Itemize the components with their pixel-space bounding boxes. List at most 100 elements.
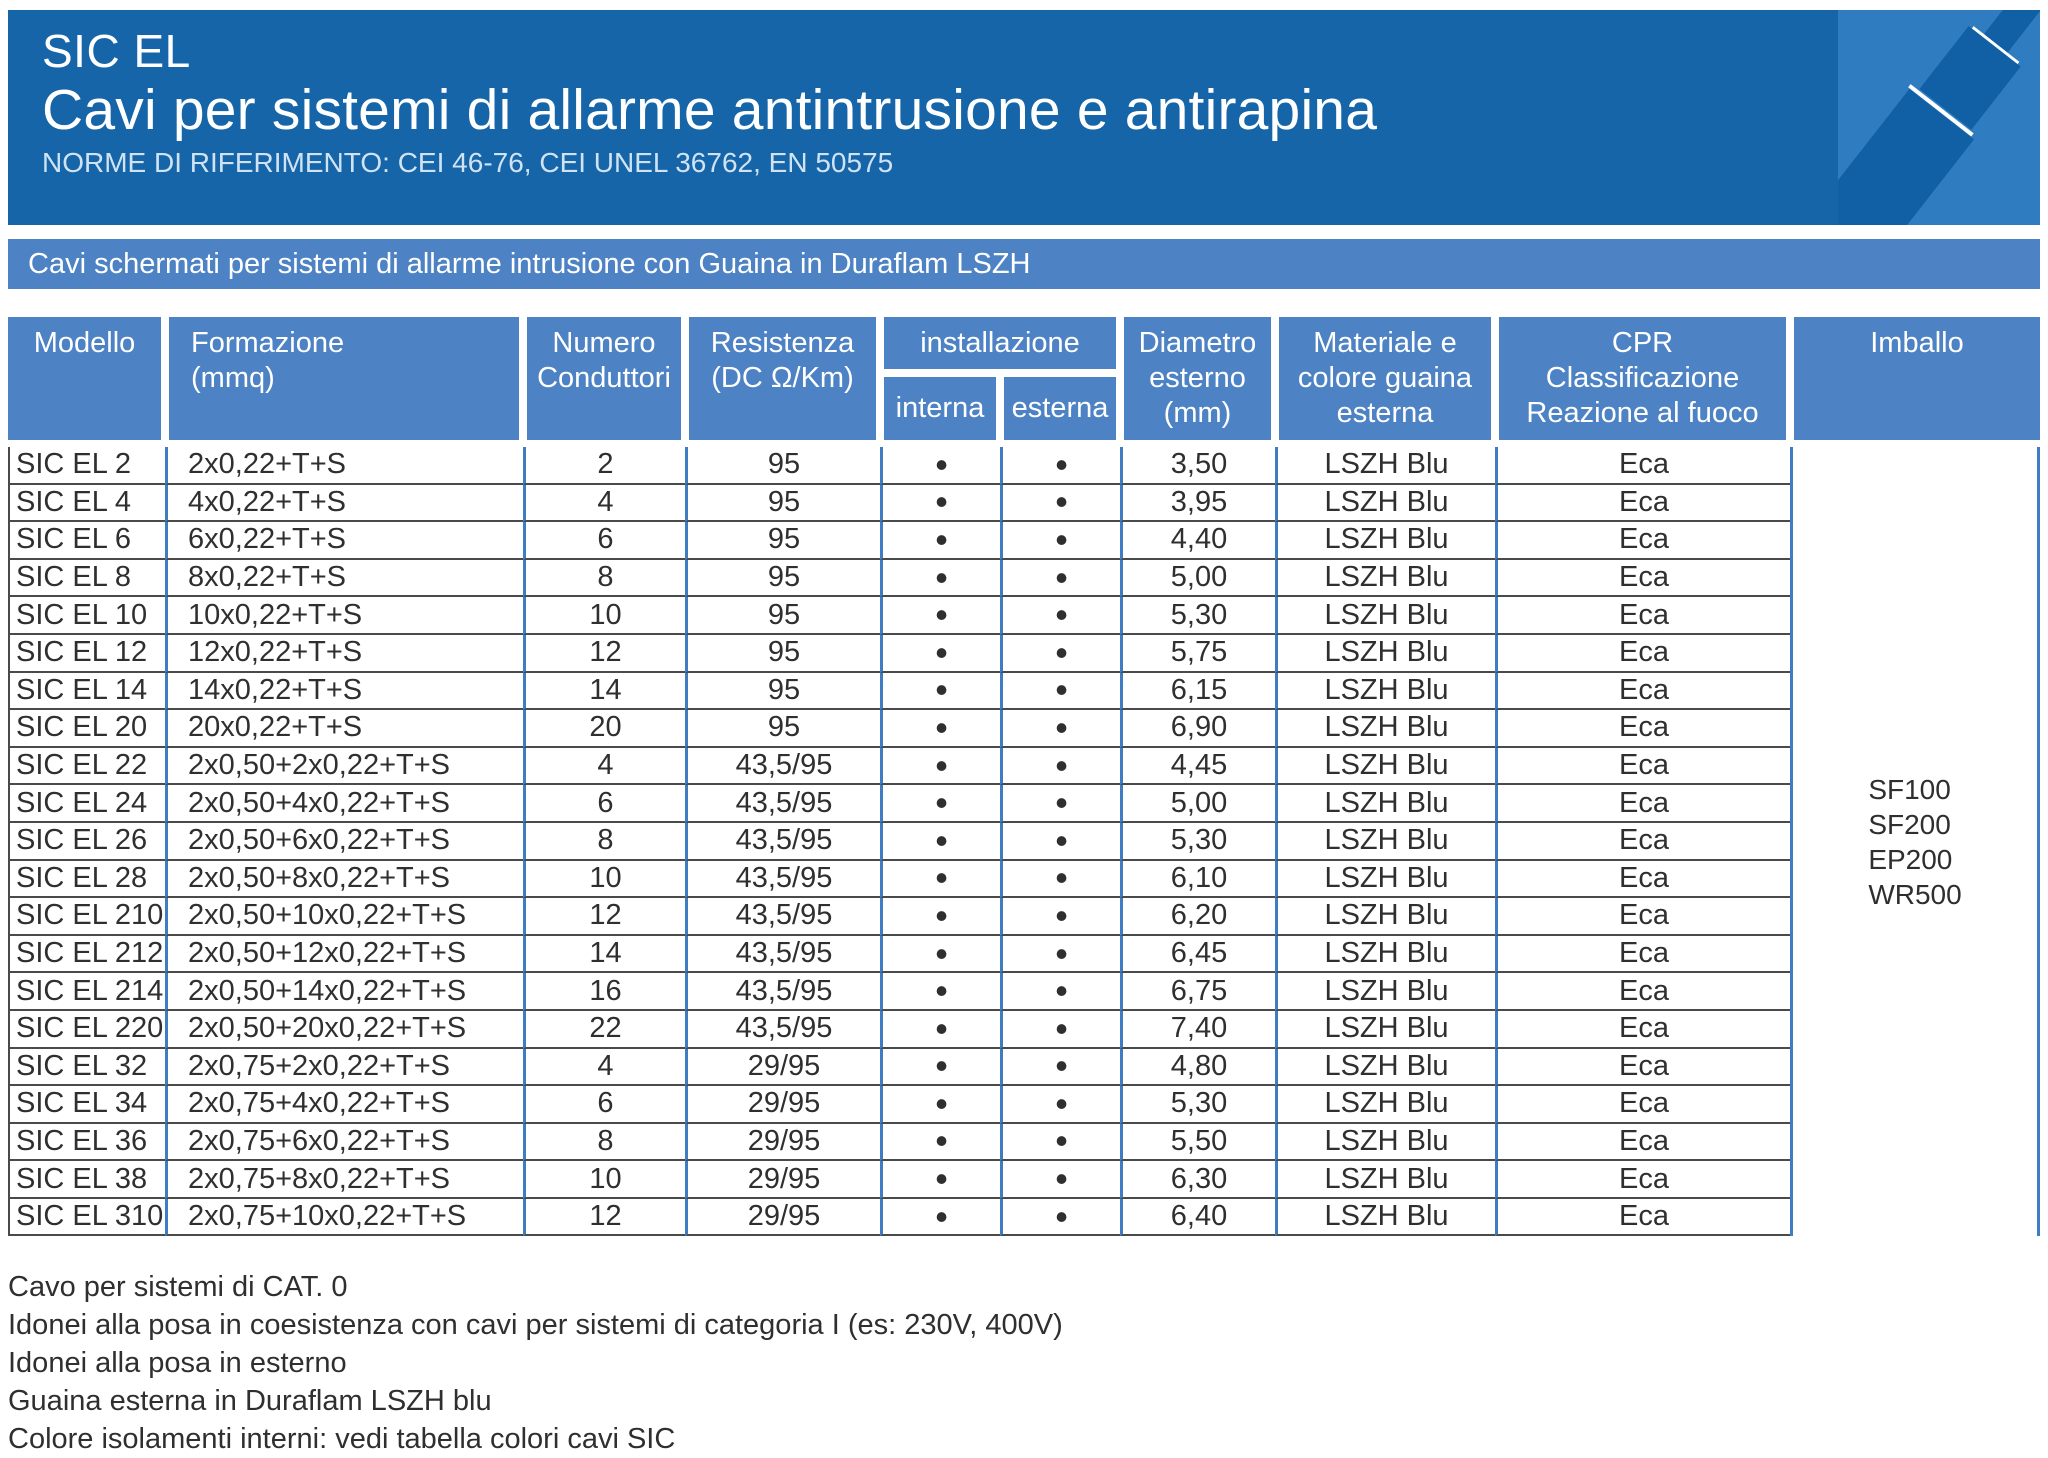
cell-resistenza: 95 <box>685 522 880 560</box>
cell-diametro: 5,30 <box>1120 597 1275 635</box>
section-title: Cavi schermati per sistemi di allarme in… <box>28 247 1031 280</box>
cell-cpr: Eca <box>1495 898 1790 936</box>
cell-conduttori: 2 <box>523 447 685 485</box>
cell-diametro: 5,75 <box>1120 634 1275 673</box>
cell-interna: • <box>880 710 1000 748</box>
cell-interna: • <box>880 785 1000 823</box>
cell-conduttori: 4 <box>523 484 685 523</box>
cell-guaina: LSZH Blu <box>1275 1048 1495 1087</box>
cell-conduttori: 14 <box>523 935 685 974</box>
cell-conduttori: 8 <box>523 822 685 861</box>
cell-conduttori: 12 <box>523 634 685 673</box>
cell-guaina: LSZH Blu <box>1275 898 1495 936</box>
cell-guaina: LSZH Blu <box>1275 522 1495 560</box>
cell-modello: SIC EL 210 <box>8 898 165 936</box>
cell-formazione: 10x0,22+T+S <box>165 597 523 635</box>
cell-resistenza: 43,5/95 <box>685 860 880 899</box>
cell-modello: SIC EL 12 <box>8 634 165 673</box>
cell-modello: SIC EL 6 <box>8 522 165 560</box>
cell-diametro: 6,30 <box>1120 1161 1275 1199</box>
cell-diametro: 6,90 <box>1120 710 1275 748</box>
cell-modello: SIC EL 220 <box>8 1010 165 1049</box>
cell-interna: • <box>880 822 1000 861</box>
cell-modello: SIC EL 22 <box>8 747 165 786</box>
cell-cpr: Eca <box>1495 1010 1790 1049</box>
cell-conduttori: 8 <box>523 559 685 598</box>
cell-modello: SIC EL 2 <box>8 447 165 485</box>
cell-conduttori: 22 <box>523 1010 685 1049</box>
cable-illustration-icon <box>1838 10 2040 225</box>
cell-conduttori: 10 <box>523 860 685 899</box>
cell-diametro: 4,40 <box>1120 522 1275 560</box>
cell-cpr: Eca <box>1495 597 1790 635</box>
cell-interna: • <box>880 597 1000 635</box>
cell-guaina: LSZH Blu <box>1275 973 1495 1011</box>
cell-modello: SIC EL 34 <box>8 1086 165 1124</box>
cell-modello: SIC EL 10 <box>8 597 165 635</box>
cell-diametro: 4,45 <box>1120 747 1275 786</box>
cell-interna: • <box>880 1086 1000 1124</box>
cell-cpr: Eca <box>1495 634 1790 673</box>
col-header-resistenza: Resistenza (DC Ω/Km) <box>689 317 876 440</box>
cell-modello: SIC EL 32 <box>8 1048 165 1087</box>
cell-formazione: 2x0,75+6x0,22+T+S <box>165 1123 523 1162</box>
cell-cpr: Eca <box>1495 559 1790 598</box>
cell-formazione: 2x0,22+T+S <box>165 447 523 485</box>
col-header-esterna: esterna <box>1004 377 1116 440</box>
cell-guaina: LSZH Blu <box>1275 860 1495 899</box>
col-header-formazione: Formazione (mmq) <box>169 317 519 440</box>
cell-formazione: 14x0,22+T+S <box>165 672 523 711</box>
cell-diametro: 4,80 <box>1120 1048 1275 1087</box>
col-header-installazione: installazione <box>884 317 1116 369</box>
cell-resistenza: 29/95 <box>685 1086 880 1124</box>
cell-resistenza: 95 <box>685 447 880 485</box>
imballo-cell: SF100 SF200 EP200 WR500 <box>1790 447 2040 1237</box>
cell-formazione: 2x0,50+2x0,22+T+S <box>165 747 523 786</box>
cell-interna: • <box>880 447 1000 485</box>
cell-guaina: LSZH Blu <box>1275 484 1495 523</box>
cell-conduttori: 12 <box>523 898 685 936</box>
cell-interna: • <box>880 1048 1000 1087</box>
cell-modello: SIC EL 20 <box>8 710 165 748</box>
cell-resistenza: 29/95 <box>685 1198 880 1237</box>
cell-interna: • <box>880 559 1000 598</box>
cell-esterna: • <box>1000 785 1120 823</box>
cell-cpr: Eca <box>1495 1198 1790 1237</box>
cell-resistenza: 43,5/95 <box>685 935 880 974</box>
cell-guaina: LSZH Blu <box>1275 935 1495 974</box>
col-header-interna: interna <box>884 377 996 440</box>
cell-esterna: • <box>1000 1161 1120 1199</box>
cell-formazione: 12x0,22+T+S <box>165 634 523 673</box>
cell-formazione: 20x0,22+T+S <box>165 710 523 748</box>
cell-interna: • <box>880 1123 1000 1162</box>
cell-guaina: LSZH Blu <box>1275 747 1495 786</box>
cell-diametro: 7,40 <box>1120 1010 1275 1049</box>
cell-modello: SIC EL 26 <box>8 822 165 861</box>
cell-guaina: LSZH Blu <box>1275 1010 1495 1049</box>
cell-guaina: LSZH Blu <box>1275 447 1495 485</box>
cell-resistenza: 95 <box>685 597 880 635</box>
cell-formazione: 2x0,50+6x0,22+T+S <box>165 822 523 861</box>
cell-formazione: 2x0,75+2x0,22+T+S <box>165 1048 523 1087</box>
cell-conduttori: 16 <box>523 973 685 1011</box>
cell-esterna: • <box>1000 559 1120 598</box>
cell-diametro: 6,75 <box>1120 973 1275 1011</box>
cell-resistenza: 43,5/95 <box>685 1010 880 1049</box>
cell-esterna: • <box>1000 484 1120 523</box>
col-header-diametro: Diametro esterno (mm) <box>1124 317 1271 440</box>
cell-formazione: 2x0,50+20x0,22+T+S <box>165 1010 523 1049</box>
reference-norms: NORME DI RIFERIMENTO: CEI 46-76, CEI UNE… <box>42 147 894 178</box>
cell-guaina: LSZH Blu <box>1275 1161 1495 1199</box>
col-header-guaina: Materiale e colore guaina esterna <box>1279 317 1491 440</box>
cell-guaina: LSZH Blu <box>1275 597 1495 635</box>
cell-resistenza: 95 <box>685 634 880 673</box>
col-header-cpr: CPR Classificazione Reazione al fuoco <box>1499 317 1786 440</box>
cell-modello: SIC EL 310 <box>8 1198 165 1237</box>
cell-formazione: 8x0,22+T+S <box>165 559 523 598</box>
cell-diametro: 5,30 <box>1120 1086 1275 1124</box>
cell-diametro: 6,15 <box>1120 672 1275 711</box>
cell-resistenza: 43,5/95 <box>685 898 880 936</box>
cell-cpr: Eca <box>1495 785 1790 823</box>
cell-interna: • <box>880 1198 1000 1237</box>
cell-formazione: 2x0,50+8x0,22+T+S <box>165 860 523 899</box>
